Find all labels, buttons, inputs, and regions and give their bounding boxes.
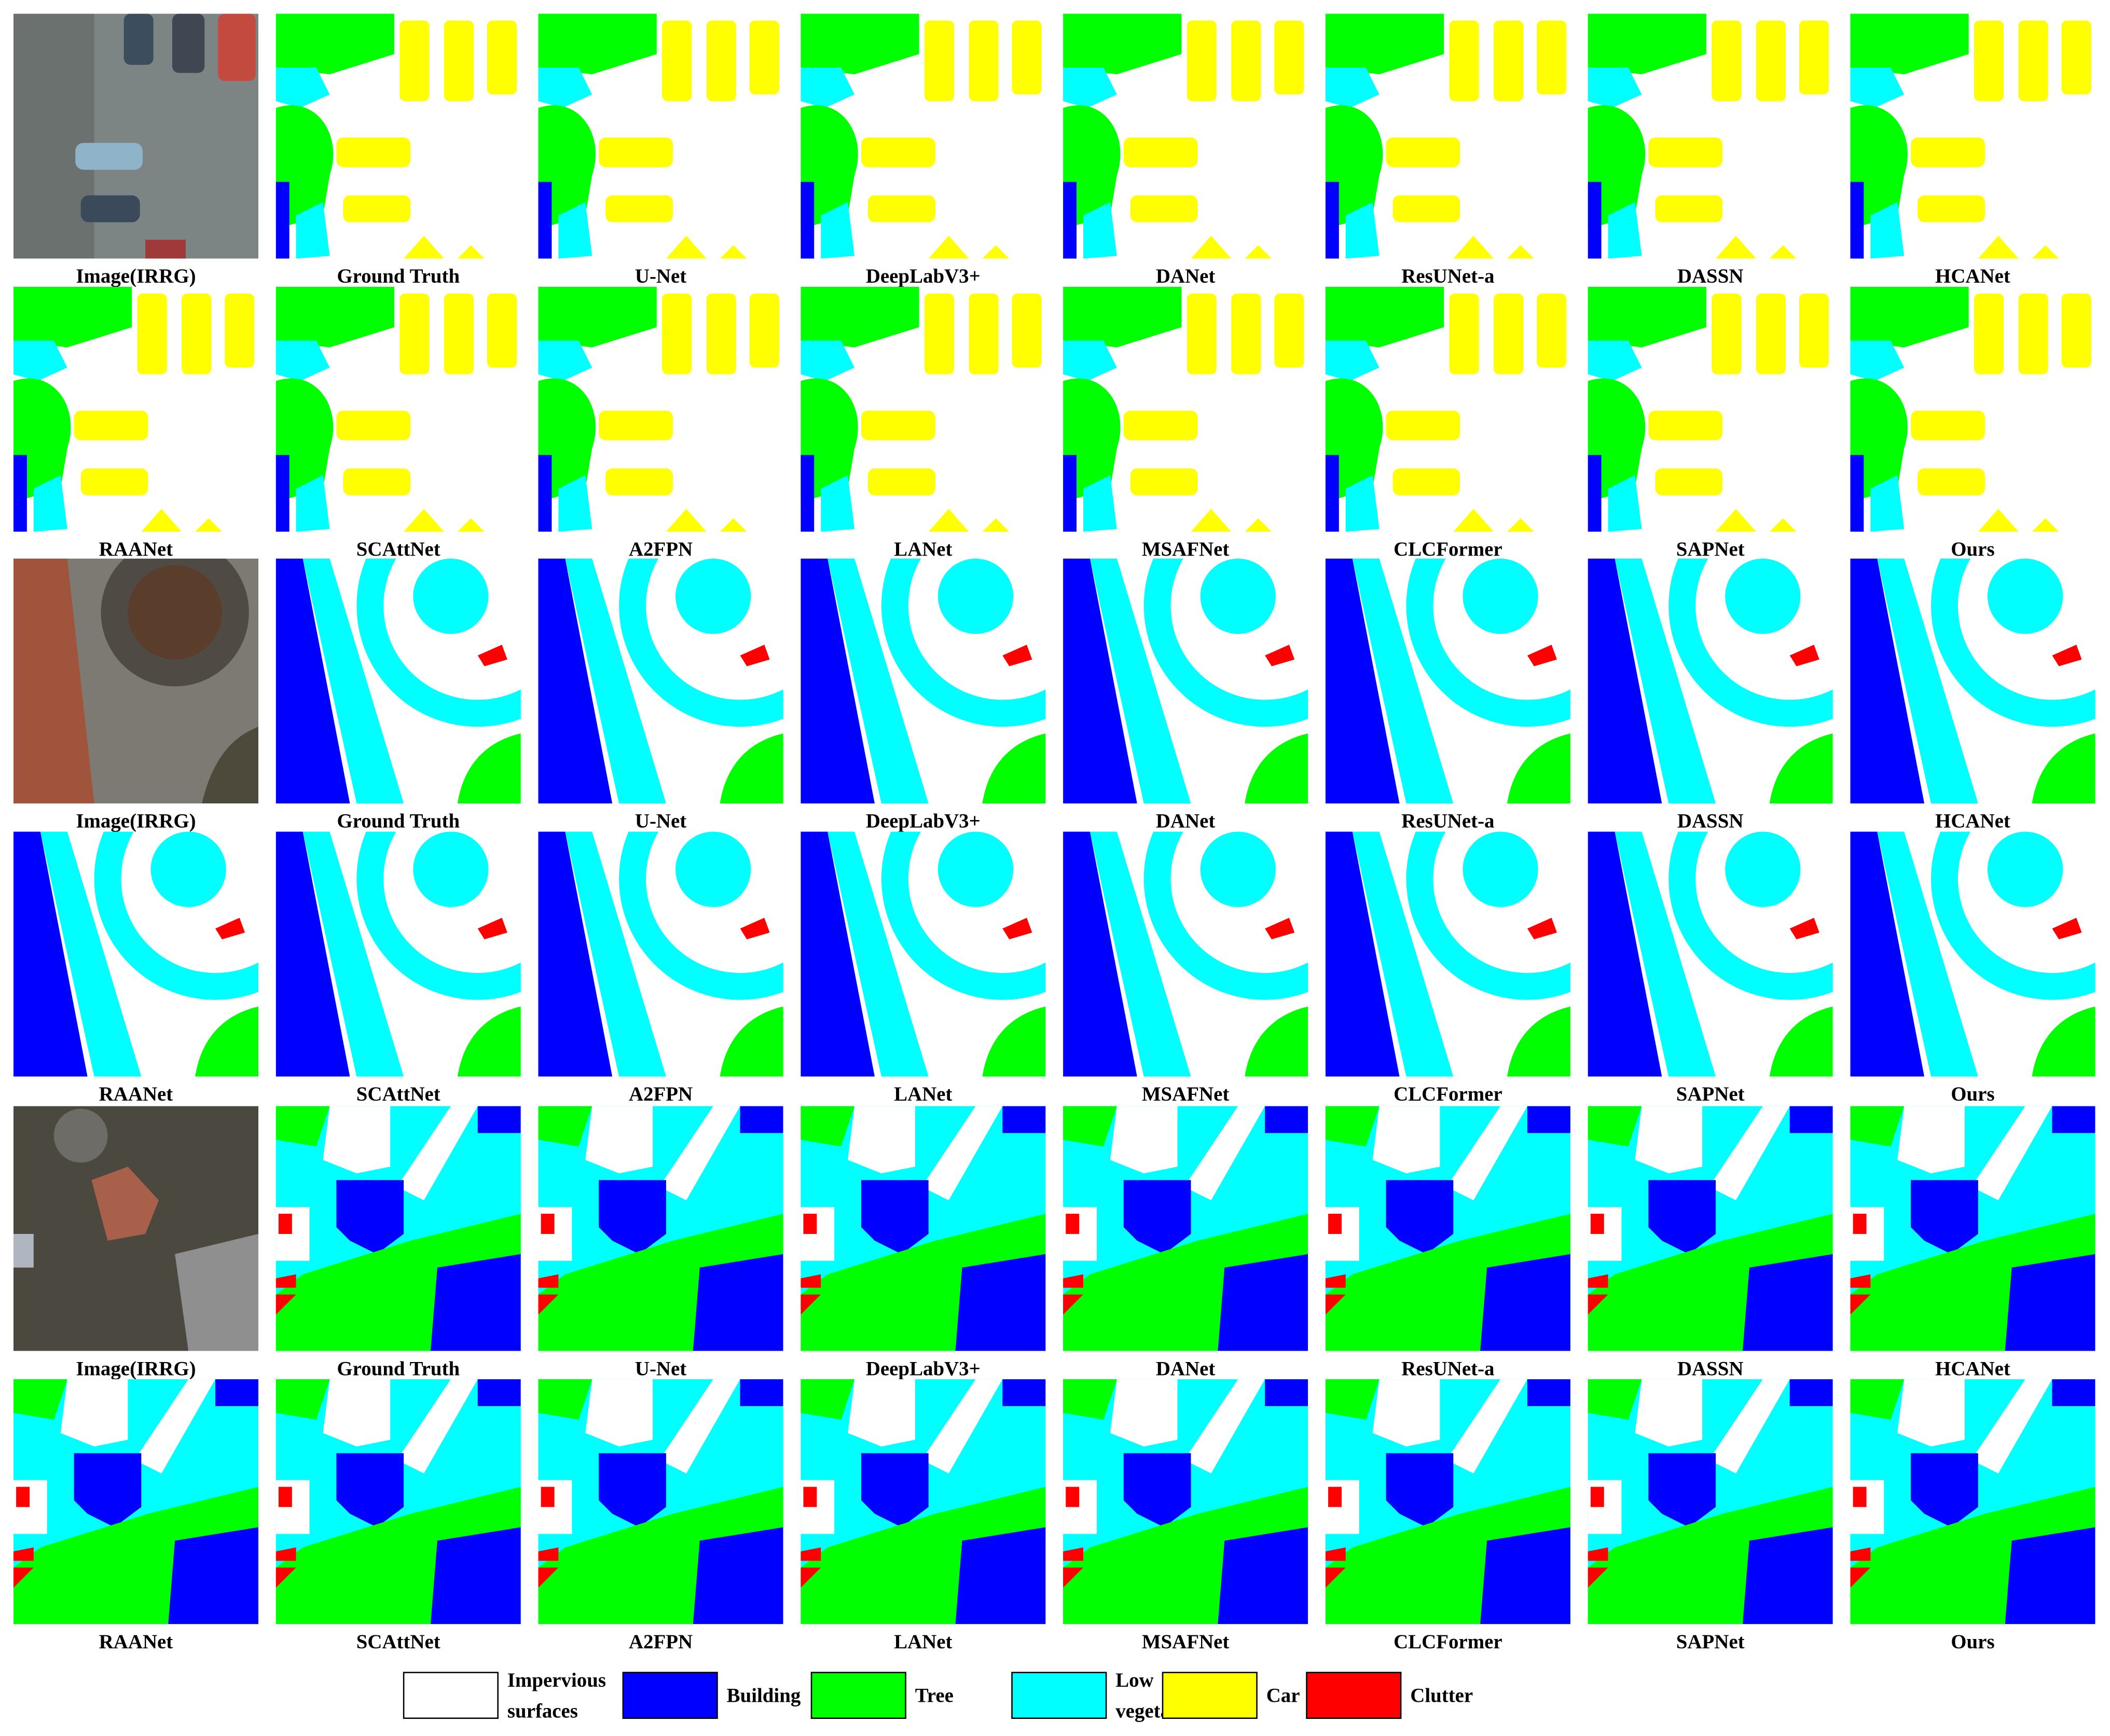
panel-label: Ours (1951, 1631, 1994, 1653)
segmentation-map (1850, 1106, 2095, 1351)
segmentation-map (1063, 1106, 1308, 1351)
segmentation-map (801, 1106, 1046, 1351)
legend-label: Clutter (1410, 1685, 1473, 1707)
panel-label: U-Net (635, 810, 686, 832)
panel-label: Image(IRRG) (76, 810, 196, 832)
segmentation-map (1325, 287, 1570, 532)
segmentation-map (1850, 13, 2095, 259)
panel-label: RAANet (99, 1631, 173, 1653)
panel-label: SAPNet (1676, 538, 1745, 561)
panel-label: RAANet (99, 1083, 173, 1105)
panel-label: LANet (894, 1083, 952, 1105)
legend-swatch (622, 1672, 718, 1719)
panel-label: DeepLabV3+ (866, 1357, 981, 1380)
panel-label: ResUNet-a (1401, 810, 1494, 832)
panel-label: SCAttNet (356, 538, 440, 561)
panel-label: CLCFormer (1394, 1631, 1502, 1653)
segmentation-map (1325, 13, 1570, 259)
panel-label: HCANet (1935, 810, 2010, 832)
panel-label: DASSN (1677, 1357, 1744, 1380)
panel-label: Ground Truth (337, 810, 460, 832)
legend-swatch (1306, 1672, 1402, 1719)
segmentation-map (1850, 1379, 2095, 1624)
legend-label: Car (1266, 1685, 1300, 1707)
panel-label: Image(IRRG) (76, 265, 196, 287)
segmentation-map (801, 13, 1046, 259)
panel-label: LANet (894, 1631, 952, 1653)
segmentation-map (1325, 1106, 1570, 1351)
segmentation-map (13, 1379, 258, 1624)
legend-label: Building (727, 1685, 801, 1707)
segmentation-map (1063, 1379, 1308, 1624)
panel-label: DASSN (1677, 265, 1744, 287)
segmentation-map (1588, 13, 1833, 259)
segmentation-map (1063, 287, 1308, 532)
segmentation-map (275, 1106, 521, 1351)
segmentation-map (275, 1379, 521, 1624)
panel-label: A2FPN (629, 1631, 693, 1653)
panel-label: SAPNet (1676, 1631, 1745, 1653)
input-image (13, 1106, 258, 1351)
panel-label: SCAttNet (356, 1083, 440, 1105)
segmentation-map (1588, 1106, 1833, 1351)
panel-label: RAANet (99, 538, 173, 561)
segmentation-map (801, 287, 1046, 532)
panel-label: DANet (1156, 810, 1216, 832)
panel-label: Ours (1951, 538, 1994, 561)
panel-label: DeepLabV3+ (866, 265, 981, 287)
legend-label: Tree (915, 1685, 954, 1707)
legend-swatch (810, 1672, 906, 1719)
panel-label: A2FPN (629, 1083, 693, 1105)
panel-label: DANet (1156, 1357, 1216, 1380)
input-image (13, 13, 258, 259)
input-image (13, 558, 258, 803)
panel-label: HCANet (1935, 1357, 2010, 1380)
legend-swatch (1011, 1672, 1107, 1719)
panel-label: DANet (1156, 265, 1216, 287)
panel-label: Ours (1951, 1083, 1994, 1105)
legend-label: Low (1115, 1669, 1153, 1691)
panel-label: Ground Truth (337, 1357, 460, 1380)
panel-label: CLCFormer (1394, 538, 1502, 561)
segmentation-map (1063, 13, 1308, 259)
legend-label: Impervious (507, 1669, 606, 1691)
panel-label: SCAttNet (356, 1631, 440, 1653)
segmentation-map (538, 13, 783, 259)
panel-label: Image(IRRG) (76, 1357, 196, 1380)
panel-label: A2FPN (629, 538, 693, 561)
legend-swatch (1162, 1672, 1258, 1719)
panel-label: MSAFNet (1142, 1631, 1230, 1653)
panel-label: DASSN (1677, 810, 1744, 832)
panel-label: SAPNet (1676, 1083, 1745, 1105)
panel-label: U-Net (635, 1357, 686, 1380)
panel-label: MSAFNet (1142, 538, 1230, 561)
panel-label: HCANet (1935, 265, 2010, 287)
segmentation-map (538, 287, 783, 532)
segmentation-map (1850, 287, 2095, 532)
panel-label: U-Net (635, 265, 686, 287)
panel-label: LANet (894, 538, 952, 561)
segmentation-map (13, 287, 258, 532)
segmentation-map (275, 287, 521, 532)
legend-label: surfaces (507, 1700, 578, 1722)
legend-swatch (403, 1672, 499, 1719)
panel-label: DeepLabV3+ (866, 810, 981, 832)
panel-label: ResUNet-a (1401, 1357, 1494, 1380)
segmentation-map (538, 1106, 783, 1351)
panel-label: MSAFNet (1142, 1083, 1230, 1105)
panel-label: CLCFormer (1394, 1083, 1502, 1105)
segmentation-map (1588, 287, 1833, 532)
panel-label: Ground Truth (337, 265, 460, 287)
segmentation-map (1588, 1379, 1833, 1624)
segmentation-map (801, 1379, 1046, 1624)
segmentation-map (538, 1379, 783, 1624)
segmentation-map (275, 13, 521, 259)
segmentation-map (1325, 1379, 1570, 1624)
panel-label: ResUNet-a (1401, 265, 1494, 287)
